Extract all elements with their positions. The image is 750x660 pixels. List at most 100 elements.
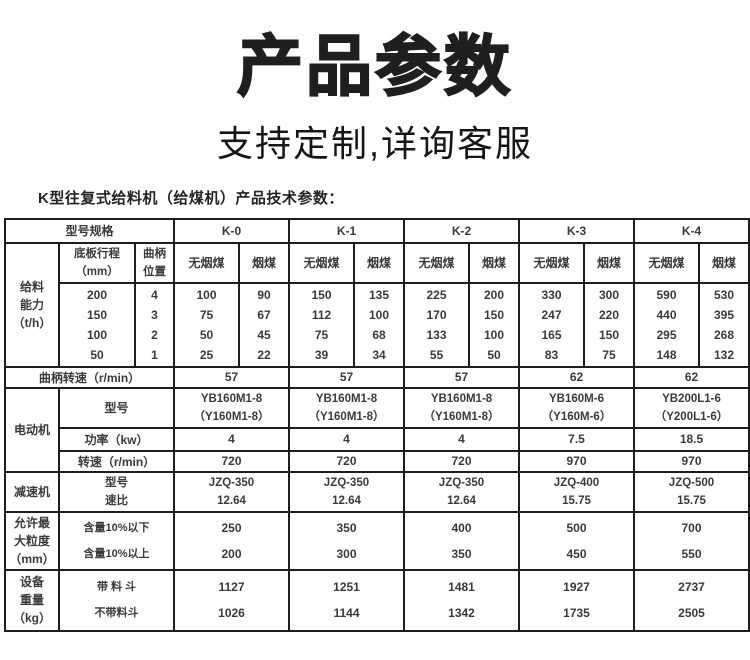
- value-line: 295: [656, 327, 677, 342]
- value-line: 15.75: [677, 494, 706, 507]
- motor-power-row: 功率（kw） 4 4 4 7.5 18.5: [5, 426, 750, 452]
- value-line: 220: [598, 307, 620, 322]
- page-subtitle: 支持定制,详询客服: [216, 122, 533, 164]
- feed-values-k2-bituminous: 200 150 100 50: [468, 281, 520, 368]
- weight-sub-label: 带 料 斗 不带料斗: [58, 568, 175, 632]
- value-line: 50: [487, 347, 501, 362]
- weight-k4: 2737 2505: [633, 568, 750, 632]
- value-line: 200: [86, 287, 108, 302]
- motor-speed-k0: 720: [173, 449, 290, 473]
- feed-capacity-label: 给料 能力 （t/h）: [4, 241, 60, 368]
- feed-values-row: 200 150 100 50 4 3 2 1 100 75 50 25 90 6…: [5, 281, 750, 368]
- value-line: 50: [199, 327, 214, 342]
- label-line: 带 料 斗: [96, 581, 137, 594]
- label-line: 底板行程: [74, 247, 120, 260]
- particle-k0: 250 200: [173, 510, 290, 571]
- value-line: 247: [541, 307, 562, 322]
- motor-power-k4: 18.5: [633, 426, 750, 452]
- reducer-k0: JZQ-350 12.64: [173, 470, 290, 513]
- value-line: 300: [336, 546, 357, 561]
- label-line: （kg）: [12, 611, 51, 626]
- coal-type-header-k1-bituminous: 烟煤: [353, 241, 405, 284]
- value-line: JZQ-350: [323, 476, 370, 489]
- value-line: 100: [196, 287, 217, 302]
- particle-section-label: 允许最 大粒度 （mm）: [4, 510, 60, 571]
- value-line: 45: [257, 327, 271, 342]
- value-line: 68: [372, 327, 386, 342]
- value-line: 350: [336, 520, 357, 535]
- feed-values-k4-anthracite: 590 440 295 148: [633, 281, 700, 368]
- model-header-k2: K-2: [403, 217, 520, 244]
- stroke-header: 底板行程 （mm）: [58, 241, 136, 284]
- value-line: 395: [713, 307, 735, 322]
- label-line: （t/h）: [12, 315, 52, 330]
- motor-power-label: 功率（kw）: [58, 426, 175, 452]
- motor-speed-row: 转速（r/min） 720 720 720 970 970: [5, 449, 750, 473]
- value-line: YB160M1-8: [430, 392, 493, 405]
- reducer-sub-label: 型号 速比: [58, 470, 175, 513]
- coal-type-header-k2-bituminous: 烟煤: [468, 241, 520, 284]
- value-line: 1251: [333, 580, 360, 595]
- label-line: （mm）: [9, 551, 55, 566]
- value-line: 12.64: [447, 494, 476, 507]
- value-line: 1481: [448, 580, 475, 595]
- crank-speed-k2: 57: [403, 365, 520, 389]
- crank-speed-k1: 57: [288, 365, 405, 389]
- value-line: 112: [311, 307, 332, 322]
- value-line: 150: [311, 287, 332, 302]
- motor-section-label: 电动机: [4, 386, 60, 473]
- weight-k0: 1127 1026: [173, 568, 290, 632]
- max-particle-row: 允许最 大粒度 （mm） 含量10%以下 含量10%以上 250 200 350…: [4, 510, 750, 571]
- weight-k1: 1251 1144: [288, 568, 405, 632]
- value-line: 3: [151, 307, 158, 322]
- motor-speed-label: 转速（r/min）: [58, 449, 175, 473]
- value-line: 4: [151, 287, 158, 302]
- particle-k4: 700 550: [633, 510, 750, 571]
- model-header-k1: K-1: [288, 217, 405, 244]
- value-line: （Y160M1-8）: [308, 410, 385, 423]
- motor-power-k3: 7.5: [518, 426, 635, 452]
- coal-type-header-k4-anthracite: 无烟煤: [633, 241, 700, 284]
- label-line: 速比: [105, 494, 128, 507]
- crank-speed-row: 曲柄转速（r/min） 57 57 57 62 62: [4, 365, 750, 389]
- reducer-section-label: 减速机: [4, 470, 60, 513]
- motor-speed-k4: 970: [633, 449, 750, 473]
- particle-k3: 500 450: [518, 510, 635, 571]
- feed-values-k4-bituminous: 530 395 268 132: [698, 281, 750, 368]
- value-line: 100: [86, 327, 108, 342]
- model-header-k3: K-3: [518, 217, 635, 244]
- value-line: 15.75: [562, 494, 591, 507]
- motor-model-row: 电动机 型号 YB160M1-8 （Y160M1-8） YB160M1-8 （Y…: [4, 386, 750, 473]
- crank-speed-k0: 57: [173, 365, 290, 389]
- label-line: 含量10%以下: [83, 521, 150, 534]
- value-line: 55: [429, 347, 444, 362]
- coal-type-header-k2-anthracite: 无烟煤: [403, 241, 470, 284]
- page-title: 产品参数: [236, 29, 513, 103]
- motor-speed-k2: 720: [403, 449, 520, 473]
- reducer-row: 减速机 型号 速比 JZQ-350 12.64 JZQ-350 12.64 JZ…: [4, 470, 750, 513]
- feed-values-k0-bituminous: 90 67 45 22: [238, 281, 290, 368]
- value-line: JZQ-500: [668, 476, 715, 489]
- motor-model-k4: YB200L1-6 （Y200L1-6）: [633, 386, 750, 429]
- label-line: 大粒度: [13, 533, 50, 548]
- motor-model-k3: YB160M-6 （Y160M-6）: [518, 386, 635, 429]
- value-line: 225: [426, 287, 447, 302]
- value-line: JZQ-400: [553, 476, 600, 489]
- stroke-values: 200 150 100 50: [58, 281, 136, 368]
- value-line: 39: [314, 347, 329, 362]
- value-line: 590: [656, 287, 677, 302]
- motor-power-k2: 4: [403, 426, 520, 452]
- value-line: 2737: [678, 580, 705, 595]
- weight-k2: 1481 1342: [403, 568, 520, 632]
- value-line: 50: [90, 347, 104, 362]
- position-values: 4 3 2 1: [134, 281, 175, 368]
- feed-values-k2-anthracite: 225 170 133 55: [403, 281, 470, 368]
- value-line: 350: [451, 546, 472, 561]
- label-line: 允许最: [13, 515, 50, 530]
- label-line: 型号: [105, 476, 128, 489]
- motor-model-k1: YB160M1-8 （Y160M1-8）: [288, 386, 405, 429]
- value-line: 132: [713, 347, 735, 362]
- value-line: 250: [221, 520, 242, 535]
- coal-type-header-k3-bituminous: 烟煤: [583, 241, 635, 284]
- value-line: 75: [314, 327, 329, 342]
